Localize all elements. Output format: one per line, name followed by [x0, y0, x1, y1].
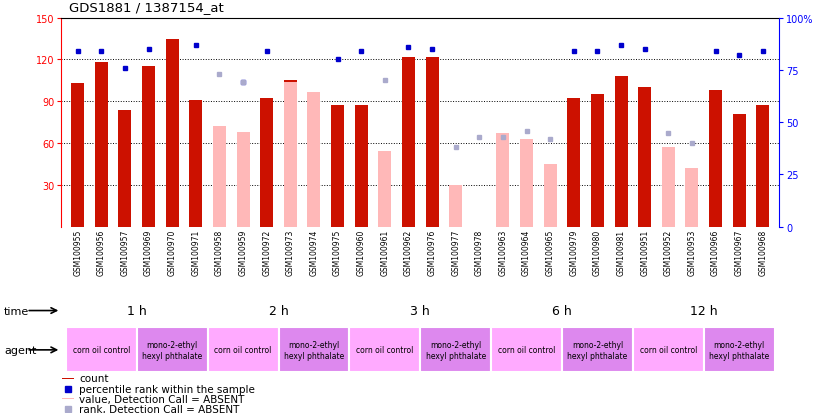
Text: GSM100963: GSM100963 — [499, 229, 508, 275]
Bar — [562, 328, 633, 373]
Bar — [66, 328, 137, 373]
Bar — [709, 91, 722, 227]
Bar — [278, 328, 349, 373]
Bar — [491, 328, 562, 373]
Bar — [567, 99, 580, 227]
Text: 6 h: 6 h — [552, 304, 572, 317]
Bar — [420, 328, 491, 373]
Bar — [142, 67, 155, 227]
Text: GSM100952: GSM100952 — [663, 229, 672, 275]
Text: GSM100971: GSM100971 — [191, 229, 201, 275]
Bar — [543, 164, 557, 227]
Bar — [703, 328, 774, 373]
Text: mono-2-ethyl
hexyl phthalate: mono-2-ethyl hexyl phthalate — [709, 340, 769, 360]
Text: mono-2-ethyl
hexyl phthalate: mono-2-ethyl hexyl phthalate — [426, 340, 486, 360]
Bar — [207, 328, 278, 373]
Text: corn oil control: corn oil control — [73, 346, 130, 354]
Text: GSM100956: GSM100956 — [97, 229, 106, 275]
Bar — [633, 328, 703, 373]
Bar — [118, 110, 131, 227]
Bar — [237, 133, 250, 227]
Text: GSM100967: GSM100967 — [734, 229, 743, 275]
Text: GSM100960: GSM100960 — [357, 229, 366, 275]
Bar — [402, 57, 415, 227]
Bar — [284, 81, 297, 227]
Text: GSM100974: GSM100974 — [309, 229, 318, 275]
Bar — [355, 106, 368, 227]
Bar — [308, 92, 321, 227]
Bar — [260, 99, 273, 227]
Text: GSM100976: GSM100976 — [428, 229, 437, 275]
Bar — [349, 328, 420, 373]
Text: GSM100978: GSM100978 — [475, 229, 484, 275]
Bar — [638, 88, 651, 227]
Text: 12 h: 12 h — [690, 304, 717, 317]
Text: rank, Detection Call = ABSENT: rank, Detection Call = ABSENT — [79, 404, 239, 413]
Bar — [496, 134, 509, 227]
Bar — [662, 148, 675, 227]
Bar — [379, 152, 392, 227]
Text: GSM100968: GSM100968 — [758, 229, 767, 275]
Bar — [213, 127, 226, 227]
Text: mono-2-ethyl
hexyl phthalate: mono-2-ethyl hexyl phthalate — [567, 340, 628, 360]
Text: mono-2-ethyl
hexyl phthalate: mono-2-ethyl hexyl phthalate — [284, 340, 344, 360]
Text: corn oil control: corn oil control — [498, 346, 555, 354]
Bar — [166, 39, 179, 227]
Bar — [520, 140, 533, 227]
Text: count: count — [79, 373, 109, 383]
Text: GSM100977: GSM100977 — [451, 229, 460, 275]
Text: GSM100955: GSM100955 — [73, 229, 82, 275]
Text: percentile rank within the sample: percentile rank within the sample — [79, 384, 255, 394]
Bar — [95, 63, 108, 227]
Bar — [685, 169, 698, 227]
Text: GSM100972: GSM100972 — [262, 229, 271, 275]
Text: 2 h: 2 h — [268, 304, 288, 317]
Text: GDS1881 / 1387154_at: GDS1881 / 1387154_at — [69, 2, 224, 14]
Text: GSM100953: GSM100953 — [687, 229, 696, 275]
Bar — [756, 106, 769, 227]
Text: 1 h: 1 h — [127, 304, 147, 317]
Text: GSM100973: GSM100973 — [286, 229, 295, 275]
Text: 3 h: 3 h — [410, 304, 430, 317]
Bar — [733, 114, 746, 227]
Bar — [591, 95, 604, 227]
Text: GSM100981: GSM100981 — [617, 229, 626, 275]
Text: GSM100979: GSM100979 — [570, 229, 579, 275]
Text: GSM100959: GSM100959 — [238, 229, 247, 275]
Text: mono-2-ethyl
hexyl phthalate: mono-2-ethyl hexyl phthalate — [142, 340, 202, 360]
Text: GSM100980: GSM100980 — [593, 229, 602, 275]
Bar — [189, 101, 202, 227]
Bar — [614, 77, 628, 227]
Text: corn oil control: corn oil control — [356, 346, 414, 354]
Text: GSM100966: GSM100966 — [711, 229, 720, 275]
Text: time: time — [4, 306, 29, 316]
Text: GSM100962: GSM100962 — [404, 229, 413, 275]
Text: GSM100957: GSM100957 — [121, 229, 130, 275]
Bar — [137, 328, 207, 373]
Bar — [426, 57, 438, 227]
Text: corn oil control: corn oil control — [215, 346, 272, 354]
Bar — [62, 378, 74, 379]
Text: GSM100964: GSM100964 — [522, 229, 531, 275]
Bar — [449, 185, 462, 227]
Text: GSM100970: GSM100970 — [168, 229, 177, 275]
Text: corn oil control: corn oil control — [640, 346, 697, 354]
Bar — [331, 106, 344, 227]
Bar — [308, 92, 321, 227]
Text: agent: agent — [4, 345, 37, 355]
Text: GSM100958: GSM100958 — [215, 229, 224, 275]
Text: GSM100969: GSM100969 — [144, 229, 153, 275]
Text: GSM100961: GSM100961 — [380, 229, 389, 275]
Text: value, Detection Call = ABSENT: value, Detection Call = ABSENT — [79, 394, 244, 404]
Text: GSM100951: GSM100951 — [640, 229, 650, 275]
Bar — [71, 84, 84, 227]
Text: GSM100965: GSM100965 — [546, 229, 555, 275]
Text: GSM100975: GSM100975 — [333, 229, 342, 275]
Bar — [284, 83, 297, 227]
